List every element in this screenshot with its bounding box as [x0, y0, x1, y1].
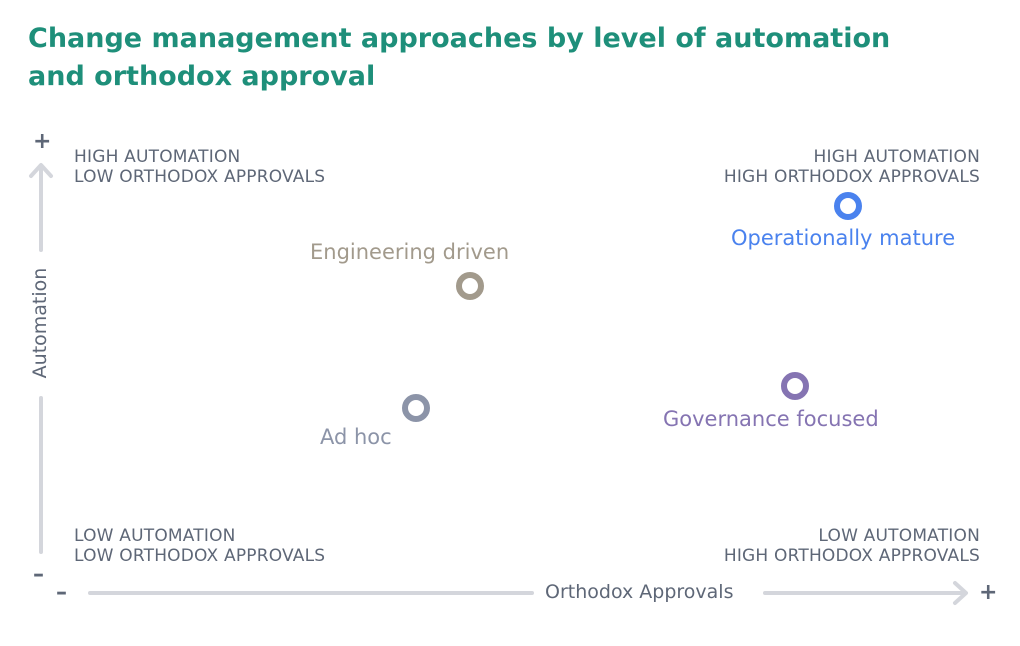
quadrant-label-line: LOW AUTOMATION	[818, 526, 980, 546]
y-axis-arrow	[29, 163, 53, 554]
quadrant-label-line: LOW ORTHODOX APPROVALS	[74, 167, 326, 187]
point-label-operationally-mature: Operationally mature	[731, 226, 956, 250]
chart-title: Change management approaches by level of…	[28, 20, 928, 96]
point-engineering-driven-marker	[456, 272, 484, 300]
quadrant-label-line: HIGH ORTHODOX APPROVALS	[723, 546, 980, 566]
title-line-2: and orthodox approval	[28, 61, 376, 92]
quadrant-label-line: LOW ORTHODOX APPROVALS	[74, 546, 326, 566]
point-governance-focused-marker	[781, 372, 809, 400]
x-axis-label: Orthodox Approvals	[545, 581, 734, 603]
quadrant-label-bottom-right: LOW AUTOMATION HIGH ORTHODOX APPROVALS	[724, 526, 980, 566]
point-label-governance-focused: Governance focused	[663, 407, 879, 431]
x-axis-plus: +	[979, 580, 998, 605]
quadrant-label-line: HIGH ORTHODOX APPROVALS	[723, 167, 980, 187]
y-axis-plus: +	[33, 129, 52, 154]
quadrant-label-line: LOW AUTOMATION	[74, 526, 236, 546]
x-axis-arrow	[88, 581, 968, 605]
quadrant-label-line: HIGH AUTOMATION	[74, 147, 241, 167]
y-axis-minus: –	[33, 562, 44, 587]
x-axis-minus: –	[56, 580, 67, 605]
quadrant-label-line: HIGH AUTOMATION	[813, 147, 980, 167]
y-axis-label: Automation	[29, 267, 51, 379]
quadrant-label-bottom-left: LOW AUTOMATION LOW ORTHODOX APPROVALS	[74, 526, 325, 566]
quadrant-frame	[60, 134, 994, 574]
quadrant-label-top-left: HIGH AUTOMATION LOW ORTHODOX APPROVALS	[74, 147, 325, 187]
title-line-1: Change management approaches by level of…	[28, 23, 891, 54]
quadrant-label-top-right: HIGH AUTOMATION HIGH ORTHODOX APPROVALS	[724, 147, 980, 187]
point-ad-hoc-marker	[402, 394, 430, 422]
point-label-ad-hoc: Ad hoc	[320, 425, 392, 449]
point-label-engineering-driven: Engineering driven	[310, 240, 510, 264]
point-operationally-mature-marker	[834, 192, 862, 220]
